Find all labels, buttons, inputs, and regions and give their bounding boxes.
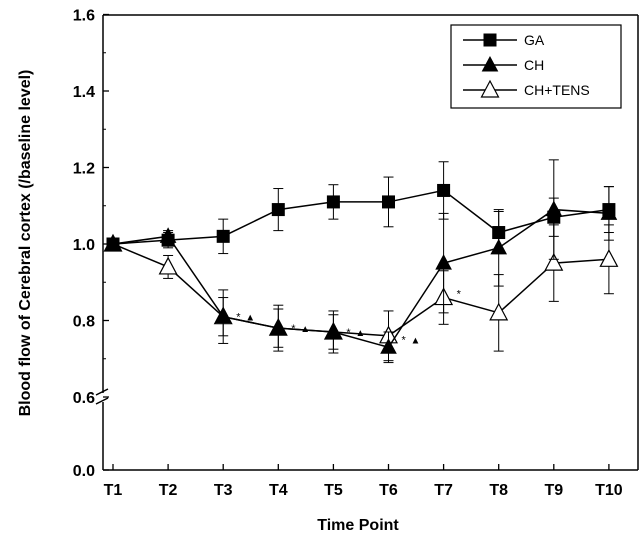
significance-mark: * — [402, 335, 407, 347]
data-point — [325, 322, 342, 339]
x-tick-label: T8 — [489, 482, 508, 499]
data-point — [158, 256, 178, 275]
series-ch — [104, 159, 618, 364]
x-tick-label: T3 — [214, 482, 233, 499]
series-line — [112, 208, 609, 349]
data-point — [326, 195, 340, 209]
significance-mark: * — [291, 323, 296, 335]
y-axis-title: Blood flow of Cerebral cortex (/baseline… — [17, 70, 34, 417]
x-tick-label: T4 — [269, 482, 288, 499]
y-tick-label: 0.0 — [73, 463, 95, 480]
significance-mark: ▲ — [355, 328, 365, 339]
data-point — [216, 229, 230, 243]
y-tick-label: 1.0 — [73, 237, 95, 254]
y-tick-label: 1.6 — [73, 8, 95, 25]
data-point — [106, 237, 120, 251]
y-tick-label: 1.2 — [73, 161, 95, 178]
axis-break-mark — [95, 388, 109, 396]
x-tick-label: T1 — [104, 482, 123, 499]
series-line — [112, 189, 610, 245]
x-tick-label: T6 — [379, 482, 398, 499]
significance-mark: ▲ — [411, 336, 421, 347]
x-tick-label: T5 — [324, 482, 343, 499]
axis-break-mark — [95, 397, 109, 405]
data-point — [214, 307, 232, 324]
significance-mark: * — [457, 289, 462, 301]
data-point — [544, 252, 564, 271]
y-tick-label: 1.4 — [73, 84, 95, 101]
x-tick-label: T10 — [595, 482, 623, 499]
x-tick-label: T7 — [434, 482, 453, 499]
data-point — [489, 302, 509, 321]
legend: GA CH CH+TENS — [450, 24, 622, 109]
legend-label: CH — [524, 57, 544, 73]
x-tick-label: T9 — [544, 482, 563, 499]
data-point — [599, 249, 619, 267]
significance-mark: ▲ — [300, 324, 310, 335]
data-point — [382, 195, 395, 209]
data-point — [437, 183, 451, 197]
series-line — [112, 243, 609, 337]
data-point — [380, 338, 397, 354]
axes — [95, 14, 639, 471]
data-point — [602, 203, 616, 217]
significance-mark: ▲ — [245, 313, 255, 324]
legend-label: GA — [524, 32, 545, 48]
series-layer — [103, 159, 619, 364]
data-point — [547, 210, 561, 224]
significance-mark: * — [346, 327, 351, 339]
data-point — [161, 233, 175, 247]
x-tick-label: T2 — [159, 482, 178, 499]
x-axis-ticks: T1 T2 T3 T4 T5 T6 T7 T8 T9 T10 — [104, 464, 623, 499]
y-tick-label: 0.6 — [73, 390, 95, 407]
legend-label: CH+TENS — [524, 82, 590, 98]
significance-mark: * — [236, 312, 241, 324]
y-tick-label: 0.8 — [73, 314, 95, 331]
annotation-layer: * ▲ * ▲ * ▲ * ▲ * — [236, 289, 461, 347]
data-point — [269, 319, 287, 335]
data-point — [271, 203, 285, 217]
x-axis-title: Time Point — [317, 517, 399, 534]
data-point — [435, 254, 452, 270]
legend-marker — [480, 79, 500, 98]
legend-marker — [483, 33, 497, 47]
y-axis-ticks: 0.0 0.6 0.8 1.0 1.2 1.4 1.6 — [73, 8, 109, 480]
legend-marker — [481, 55, 499, 72]
series-ga — [106, 161, 616, 255]
legend-box — [450, 24, 622, 109]
data-point — [492, 226, 506, 240]
